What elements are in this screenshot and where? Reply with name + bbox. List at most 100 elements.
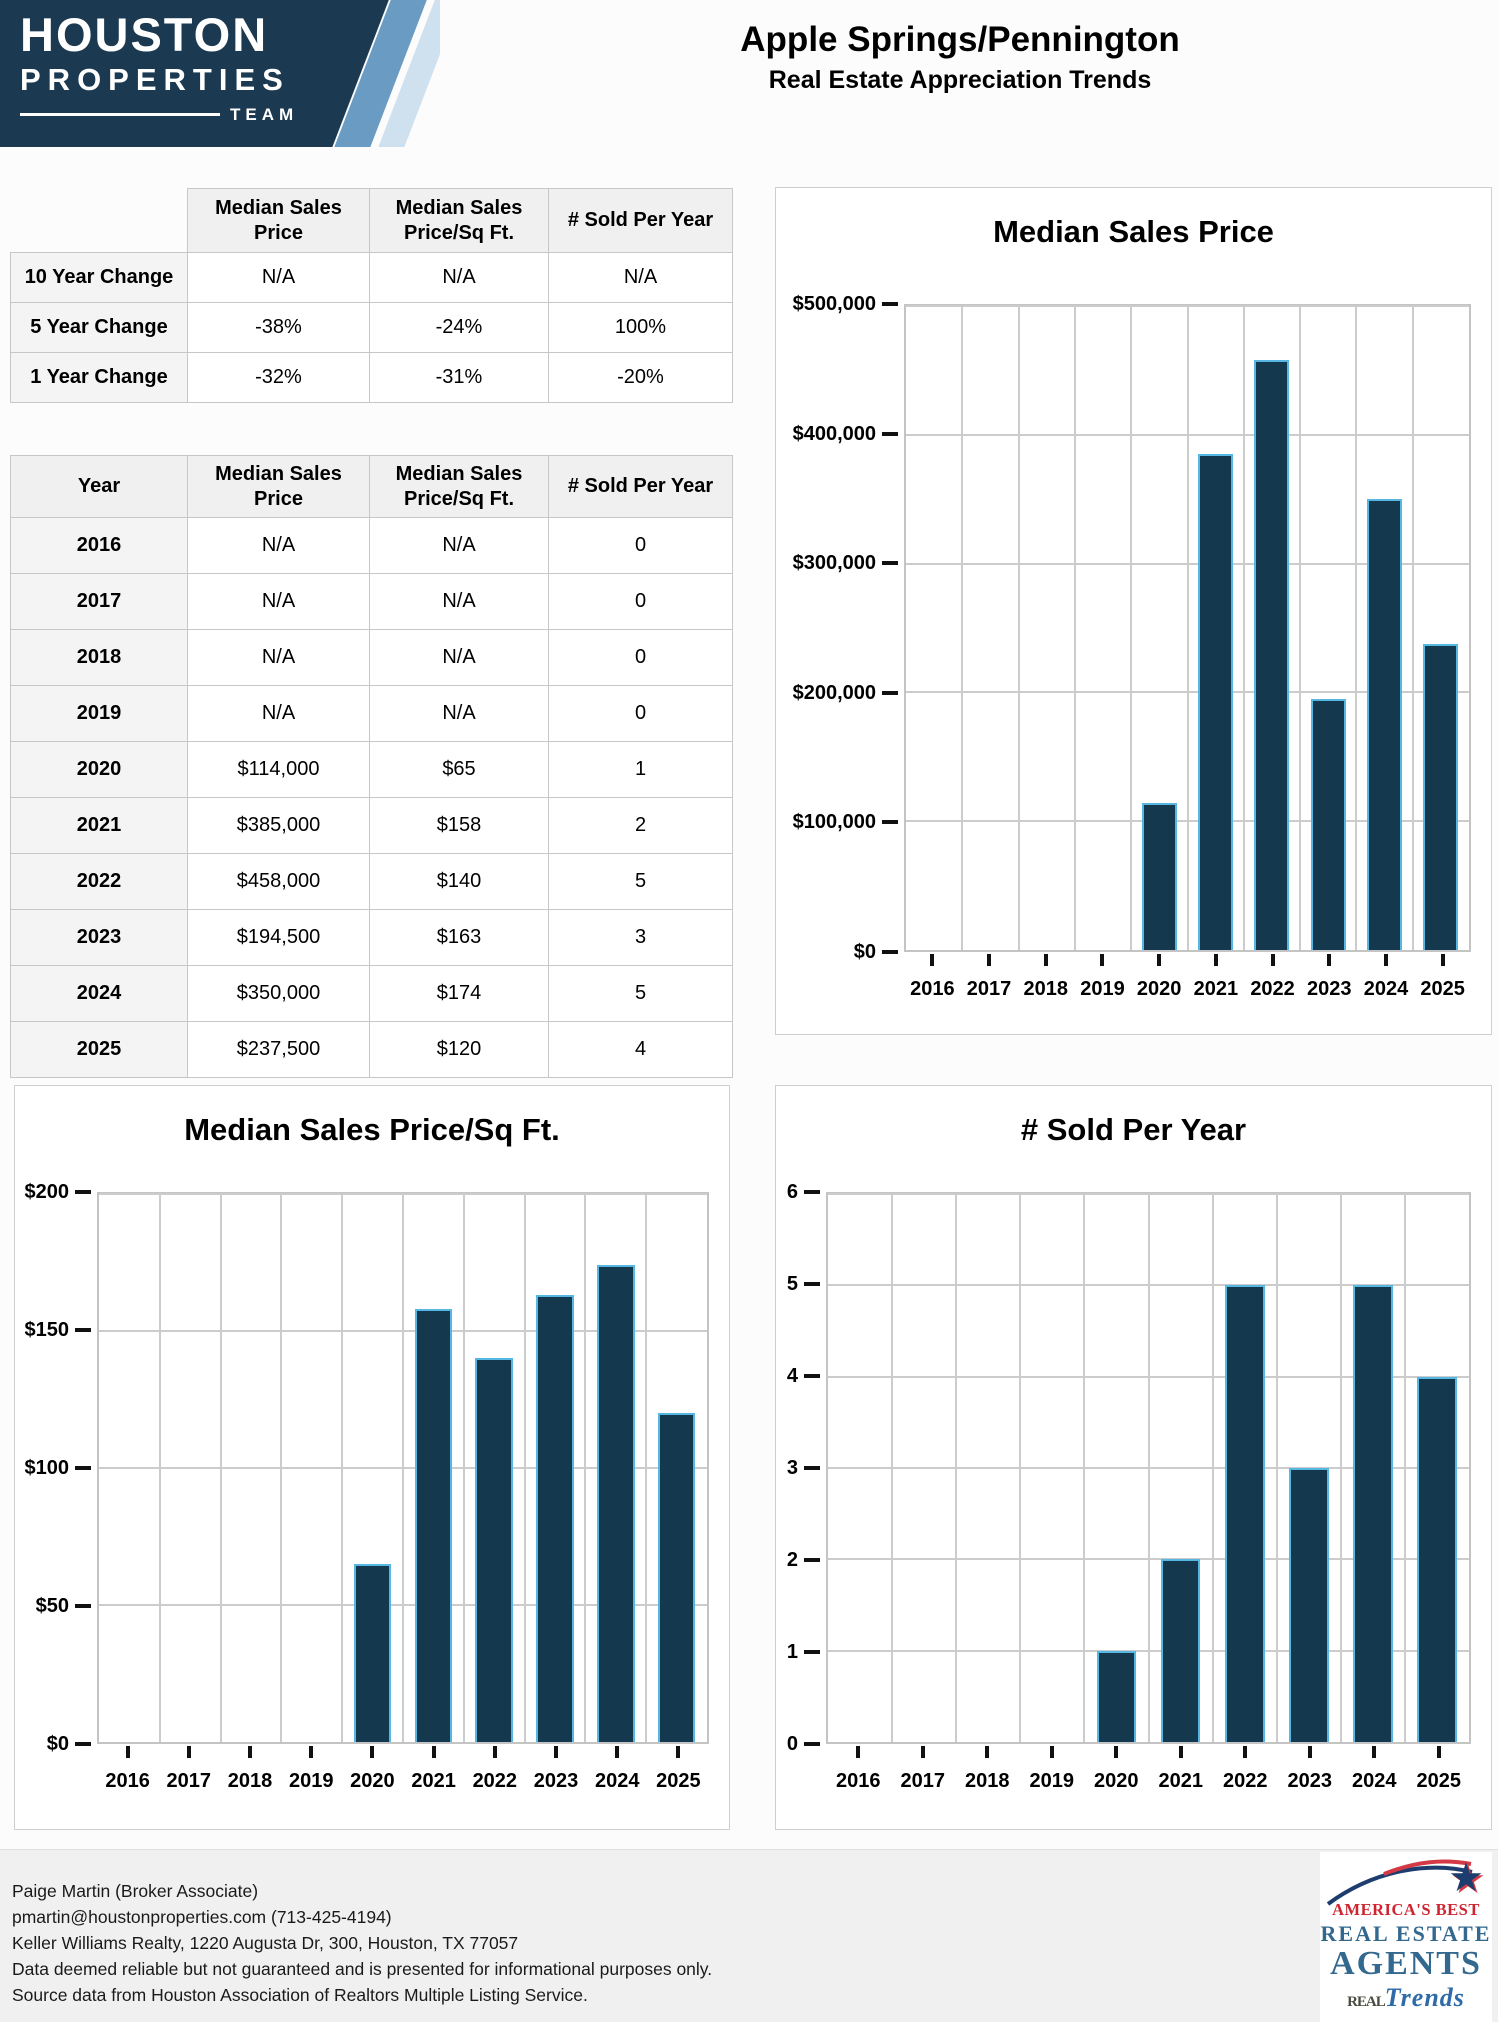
y-axis-labels: $200 $150 $100 $50 $0 — [15, 1181, 97, 1755]
v-gridline — [523, 1194, 526, 1742]
x-tick-label: 2021 — [1158, 1770, 1204, 1792]
page-subtitle: Real Estate Appreciation Trends — [768, 66, 1152, 94]
x-tick-mark — [1100, 954, 1105, 966]
y-tick-label: $300,000 — [792, 552, 876, 575]
x-tick-label: 2016 — [910, 978, 955, 1000]
table-cell: -31% — [369, 352, 549, 403]
bar-2025 — [1417, 1376, 1457, 1742]
table-cell: 3 — [548, 909, 733, 966]
x-axis: 2016 2017 2018 2019 2020 2021 2022 2023 2024 2025 — [97, 1746, 709, 1793]
x-tick-label: 2024 — [594, 1770, 640, 1792]
americas-best-real-estate-agents-badge: ★ AMERICA'S BEST REAL ESTATE AGENTS REAL… — [1320, 1852, 1492, 2022]
x-axis-labels: 2016 2017 2018 2019 2020 2021 2022 2023 2024 2025 — [97, 1770, 709, 1793]
badge-real-estate: REAL ESTATE — [1320, 1921, 1492, 1946]
x-tick-label: 2019 — [288, 1770, 334, 1792]
plot-area — [97, 1192, 709, 1744]
x-axis-labels: 2016 2017 2018 2019 2020 2021 2022 2023 2024 2025 — [904, 978, 1471, 1001]
x-tick-label: 2020 — [350, 1770, 395, 1792]
v-gridline — [1275, 1194, 1278, 1742]
median-price-per-sqft-chart: Median Sales Price/Sq Ft. $200 $150 $100 $5… — [14, 1085, 730, 1830]
row-label: 2017 — [10, 573, 188, 630]
table-row: 2016 N/A N/A 0 — [10, 517, 733, 574]
y-tick-label: $150 — [24, 1319, 70, 1341]
x-tick-mark — [492, 1746, 497, 1758]
y-tick-mark — [882, 431, 898, 436]
table-row: 2022 $458,000 $140 5 — [10, 853, 733, 910]
row-label: 2016 — [10, 517, 188, 574]
row-label: 1 Year Change — [10, 352, 188, 403]
table-cell: $174 — [369, 965, 549, 1022]
y-tick-mark — [882, 302, 898, 306]
x-tick-label: 2019 — [1029, 1770, 1075, 1792]
summary-change-table: Median Sales Price Median Sales Price/Sq … — [10, 188, 733, 403]
table-cell: N/A — [187, 629, 370, 686]
x-tick-label: 2019 — [1080, 978, 1125, 1000]
logo-line-houston: HOUSTON — [20, 8, 269, 61]
table-row: 5 Year Change -38% -24% 100% — [10, 302, 733, 353]
x-tick-label: 2017 — [966, 978, 1012, 1000]
y-tick-label: 3 — [786, 1457, 798, 1479]
x-tick-label: 2024 — [1363, 978, 1409, 1000]
x-axis-labels: 2016 2017 2018 2019 2020 2021 2022 2023 2024 2025 — [826, 1770, 1471, 1793]
bar-2021 — [1160, 1559, 1201, 1742]
table-cell: -38% — [187, 302, 370, 353]
x-tick-label: 2021 — [411, 1770, 456, 1792]
bar-2020 — [353, 1563, 392, 1742]
x-tick-mark — [1213, 954, 1218, 966]
y-axis-labels: $500,000 $400,000 $300,000 $200,000 $100,000… — [776, 293, 904, 963]
column-header: Median Sales Price/Sq Ft. — [369, 455, 549, 518]
y-tick-mark — [804, 1190, 820, 1194]
x-tick-mark — [1049, 1746, 1054, 1758]
x-tick-label: 2018 — [227, 1770, 273, 1792]
row-label: 2018 — [10, 629, 188, 686]
plot-area — [826, 1192, 1471, 1744]
x-tick-mark — [985, 1746, 990, 1758]
badge-trends-script: Trends — [1384, 1983, 1465, 2012]
v-gridline — [961, 306, 964, 950]
x-tick-mark — [930, 954, 935, 966]
x-tick-mark — [125, 1746, 130, 1758]
row-label: 10 Year Change — [10, 252, 188, 303]
logo-rule — [20, 113, 220, 117]
table-cell: N/A — [369, 573, 549, 630]
x-tick-label: 2022 — [472, 1770, 518, 1792]
table-row: 10 Year Change N/A N/A N/A — [10, 252, 733, 303]
v-gridline — [891, 1194, 894, 1742]
page-title: Apple Springs/Pennington — [740, 20, 1180, 59]
y-tick-label: $0 — [46, 1733, 69, 1755]
yearly-data-table: Year Median Sales Price Median Sales Price… — [10, 455, 733, 1078]
x-tick-label: 2018 — [965, 1770, 1010, 1792]
y-tick-mark — [882, 690, 898, 695]
x-tick-mark — [309, 1746, 314, 1758]
x-tick-label: 2023 — [533, 1770, 579, 1792]
x-tick-mark — [1270, 954, 1275, 966]
y-tick-label: $0 — [853, 941, 876, 963]
row-label: 2019 — [10, 685, 188, 742]
row-label: 2025 — [10, 1021, 188, 1078]
y-tick-mark — [882, 820, 898, 825]
x-tick-mark — [1243, 1746, 1248, 1758]
x-tick-mark — [856, 1746, 861, 1758]
row-label: 5 Year Change — [10, 302, 188, 353]
y-tick-mark — [75, 1328, 91, 1332]
x-tick-mark — [1114, 1746, 1119, 1758]
x-tick-mark — [431, 1746, 436, 1758]
y-axis-labels: 6 5 4 3 2 1 0 — [776, 1181, 826, 1755]
v-gridline — [462, 1194, 465, 1742]
y-tick-label: 2 — [786, 1549, 798, 1572]
y-tick-mark — [75, 1742, 91, 1746]
table-cell: $140 — [369, 853, 549, 910]
chart-title: # Sold Per Year — [1020, 1112, 1247, 1147]
table-cell: -20% — [548, 352, 733, 403]
x-tick-mark — [615, 1746, 620, 1758]
table-cell: $194,500 — [187, 909, 370, 966]
v-gridline — [1355, 306, 1358, 950]
table-row: 2021 $385,000 $158 2 — [10, 797, 733, 854]
page-header: Apple Springs/Pennington Real Estate App… — [440, 20, 1480, 95]
table-cell: 0 — [548, 685, 733, 742]
bar-2024 — [596, 1265, 635, 1742]
x-axis-ticks — [97, 1746, 709, 1762]
table-cell: 1 — [548, 741, 733, 798]
x-tick-mark — [920, 1746, 925, 1758]
x-tick-mark — [1178, 1746, 1183, 1758]
